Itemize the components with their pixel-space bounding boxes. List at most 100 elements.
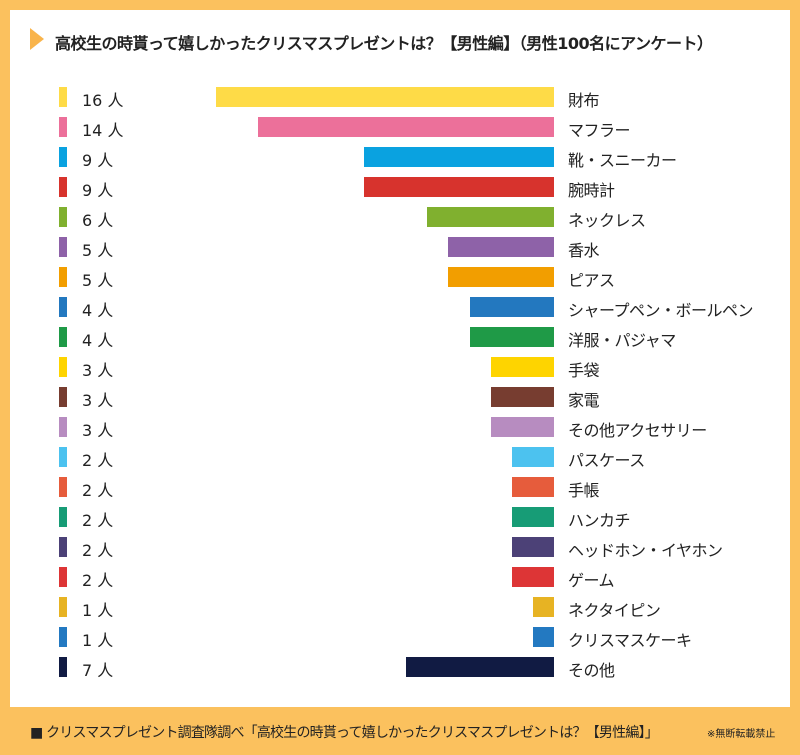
- value-label: 9 人: [82, 181, 114, 200]
- bar: [490, 417, 554, 437]
- bar-row: 1 人 ネクタイピン: [0, 592, 800, 622]
- bar-row: 6 人 ネックレス: [0, 202, 800, 232]
- legend-swatch: [59, 567, 67, 587]
- value-label: 7 人: [82, 661, 114, 680]
- value-label: 6 人: [82, 211, 114, 230]
- bar: [511, 477, 554, 497]
- bar-row: 3 人 その他アクセサリー: [0, 412, 800, 442]
- bar: [490, 387, 554, 407]
- bar-row: 2 人 ゲーム: [0, 562, 800, 592]
- value-label: 2 人: [82, 481, 114, 500]
- source-footer: ■ クリスマスプレゼント調査隊調べ「高校生の時貰って嬉しかったクリスマスプレゼン…: [30, 725, 659, 741]
- legend-swatch: [59, 507, 67, 527]
- category-label: その他アクセサリー: [568, 421, 707, 440]
- category-label: ネックレス: [568, 211, 646, 230]
- category-label: マフラー: [568, 121, 631, 140]
- legend-swatch: [59, 327, 67, 347]
- bar: [532, 597, 554, 617]
- bar-row: 3 人 家電: [0, 382, 800, 412]
- legend-swatch: [59, 627, 67, 647]
- category-label: 手袋: [568, 361, 600, 380]
- category-label: パスケース: [568, 451, 645, 470]
- legend-swatch: [59, 297, 67, 317]
- bar-row: 3 人 手袋: [0, 352, 800, 382]
- category-label: 腕時計: [568, 181, 615, 200]
- bar: [448, 267, 554, 287]
- bar: [511, 507, 554, 527]
- bar-row: 2 人 手帳: [0, 472, 800, 502]
- category-label: 家電: [568, 391, 600, 410]
- bar: [363, 147, 554, 167]
- value-label: 16 人: [82, 91, 124, 110]
- value-label: 9 人: [82, 151, 114, 170]
- legend-swatch: [59, 87, 67, 107]
- legend-swatch: [59, 537, 67, 557]
- bar: [511, 447, 554, 467]
- legend-swatch: [59, 417, 67, 437]
- title-marker-icon: [30, 28, 44, 50]
- bar: [469, 297, 554, 317]
- legend-swatch: [59, 447, 67, 467]
- value-label: 14 人: [82, 121, 124, 140]
- chart-title: 高校生の時貰って嬉しかったクリスマスプレゼントは？【男性編】（男性100名にアン…: [55, 34, 713, 53]
- value-label: 3 人: [82, 421, 114, 440]
- category-label: ゲーム: [568, 571, 615, 590]
- value-label: 3 人: [82, 391, 114, 410]
- bar-row: 16 人 財布: [0, 82, 800, 112]
- value-label: 5 人: [82, 271, 114, 290]
- category-label: シャープペン・ボールペン: [568, 301, 754, 320]
- legend-swatch: [59, 237, 67, 257]
- value-label: 2 人: [82, 571, 114, 590]
- category-label: 財布: [568, 91, 600, 110]
- bar: [363, 177, 554, 197]
- value-label: 4 人: [82, 301, 114, 320]
- value-label: 4 人: [82, 331, 114, 350]
- bar-row: 14 人 マフラー: [0, 112, 800, 142]
- bar: [511, 537, 554, 557]
- bar: [258, 117, 554, 137]
- category-label: 香水: [568, 241, 600, 260]
- value-label: 1 人: [82, 631, 114, 650]
- legend-swatch: [59, 387, 67, 407]
- category-label: ヘッドホン・イヤホン: [568, 541, 723, 560]
- category-label: ピアス: [568, 271, 615, 290]
- bar-row: 2 人 ヘッドホン・イヤホン: [0, 532, 800, 562]
- bar: [511, 567, 554, 587]
- legend-swatch: [59, 657, 67, 677]
- value-label: 3 人: [82, 361, 114, 380]
- bar-row: 4 人 シャープペン・ボールペン: [0, 292, 800, 322]
- category-label: クリスマスケーキ: [568, 631, 692, 650]
- bar: [469, 327, 554, 347]
- bar-row: 2 人 ハンカチ: [0, 502, 800, 532]
- bar-row: 7 人 その他: [0, 652, 800, 682]
- bar-row: 2 人 パスケース: [0, 442, 800, 472]
- value-label: 5 人: [82, 241, 114, 260]
- category-label: その他: [568, 661, 615, 680]
- legend-swatch: [59, 117, 67, 137]
- category-label: 手帳: [568, 481, 600, 500]
- category-label: 靴・スニーカー: [568, 151, 677, 170]
- bar-row: 1 人 クリスマスケーキ: [0, 622, 800, 652]
- bar: [427, 207, 554, 227]
- bar: [406, 657, 554, 677]
- legend-swatch: [59, 267, 67, 287]
- category-label: ハンカチ: [568, 511, 631, 530]
- bar: [448, 237, 554, 257]
- value-label: 2 人: [82, 451, 114, 470]
- legend-swatch: [59, 477, 67, 497]
- legend-swatch: [59, 207, 67, 227]
- legend-swatch: [59, 597, 67, 617]
- bar-row: 9 人 靴・スニーカー: [0, 142, 800, 172]
- category-label: ネクタイピン: [568, 601, 661, 620]
- legend-swatch: [59, 147, 67, 167]
- bar-row: 5 人 香水: [0, 232, 800, 262]
- value-label: 2 人: [82, 511, 114, 530]
- legend-swatch: [59, 177, 67, 197]
- value-label: 2 人: [82, 541, 114, 560]
- legend-swatch: [59, 357, 67, 377]
- category-label: 洋服・パジャマ: [568, 331, 676, 350]
- bar-row: 4 人 洋服・パジャマ: [0, 322, 800, 352]
- bar-row: 5 人 ピアス: [0, 262, 800, 292]
- value-label: 1 人: [82, 601, 114, 620]
- bar: [532, 627, 554, 647]
